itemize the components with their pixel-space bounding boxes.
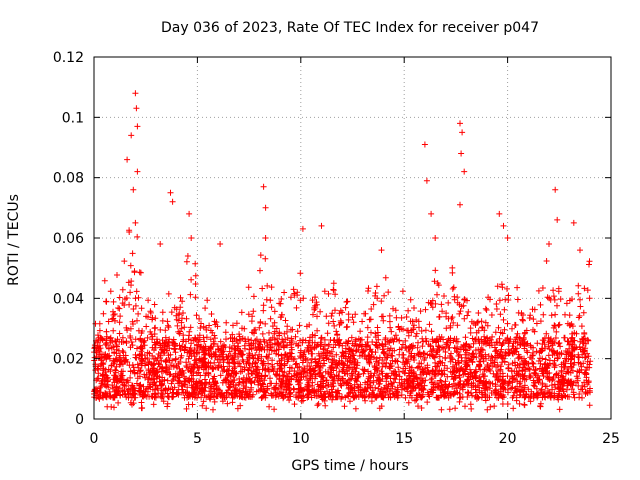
x-tick-label: 0 bbox=[90, 431, 99, 447]
chart-title: Day 036 of 2023, Rate Of TEC Index for r… bbox=[161, 20, 539, 36]
y-tick-label: 0.12 bbox=[53, 50, 84, 66]
x-tick-label: 15 bbox=[395, 431, 413, 447]
y-tick-label: 0.1 bbox=[62, 110, 84, 126]
x-tick-label: 5 bbox=[193, 431, 202, 447]
roti-points bbox=[91, 90, 594, 413]
x-axis-label: GPS time / hours bbox=[291, 458, 408, 474]
x-tick-label: 10 bbox=[292, 431, 310, 447]
y-tick-label: 0.04 bbox=[53, 291, 84, 307]
y-tick-label: 0.02 bbox=[53, 352, 84, 368]
x-tick-label: 25 bbox=[602, 431, 620, 447]
y-tick-label: 0.06 bbox=[53, 231, 84, 247]
axis-ticks bbox=[93, 56, 612, 420]
axis-tick-labels: 0 5 10 15 20 25 0 0.02 0.04 0.06 0.08 0.1 0.12 bbox=[53, 50, 620, 447]
y-tick-label: 0.08 bbox=[53, 171, 84, 187]
y-tick-label: 0 bbox=[75, 412, 84, 428]
data-points bbox=[91, 90, 594, 413]
y-axis-label: ROTI / TECUs bbox=[6, 194, 22, 286]
x-tick-label: 20 bbox=[499, 431, 517, 447]
